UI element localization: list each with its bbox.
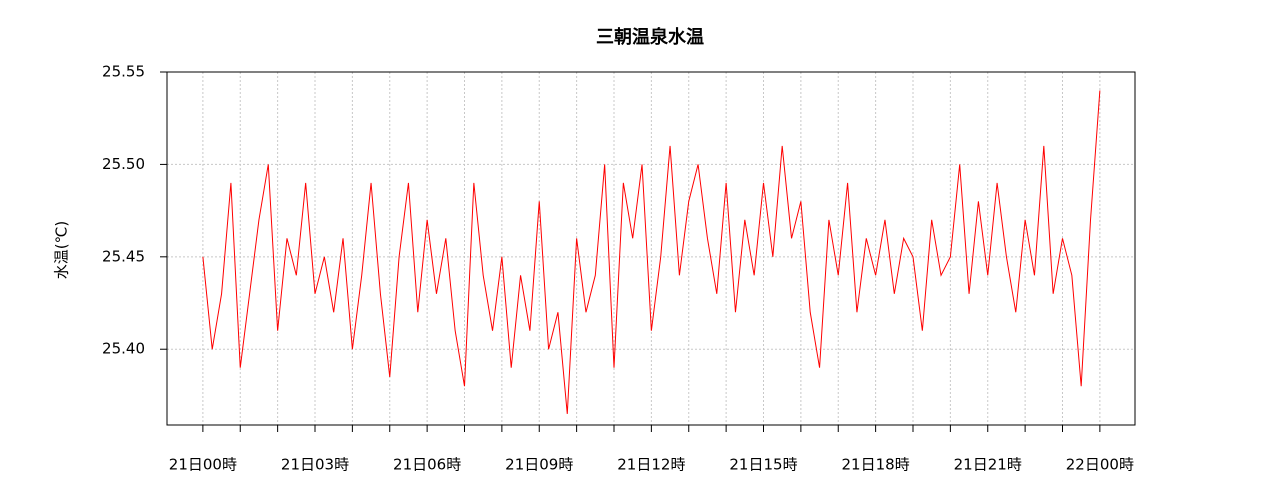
y-tick-label: 25.55 [102, 63, 145, 81]
chart-title: 三朝温泉水温 [596, 26, 704, 48]
x-tick-label: 21日06時 [393, 456, 461, 474]
y-tick-label: 25.50 [102, 155, 145, 173]
y-tick-label: 25.45 [102, 247, 145, 265]
plot-frame [166, 71, 1136, 426]
y-tick-label: 25.40 [102, 340, 145, 358]
x-tick-label: 21日00時 [169, 456, 237, 474]
x-tick-label: 21日12時 [617, 456, 685, 474]
y-axis-label: 水温(℃) [53, 221, 71, 280]
x-tick-label: 21日09時 [505, 456, 573, 474]
x-tick-label: 21日18時 [842, 456, 910, 474]
x-tick-label: 22日00時 [1066, 456, 1134, 474]
x-tick-label: 21日21時 [954, 456, 1022, 474]
data-line [202, 90, 1101, 414]
x-tick-label: 21日03時 [281, 456, 349, 474]
x-tick-label: 21日15時 [729, 456, 797, 474]
